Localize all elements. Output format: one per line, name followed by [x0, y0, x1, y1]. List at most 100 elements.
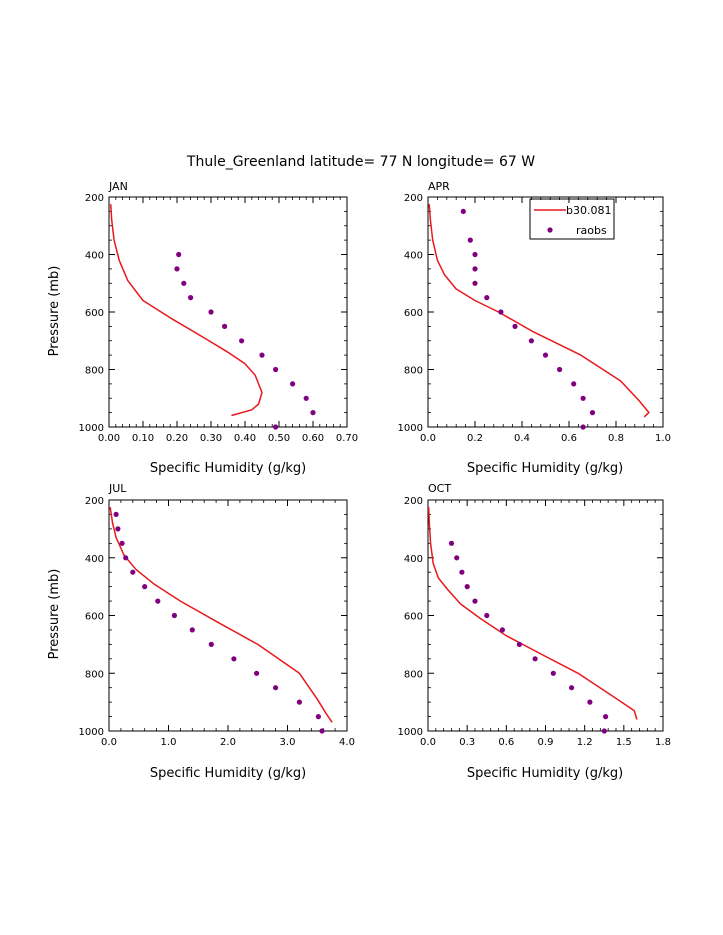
x-axis-label: Specific Humidity (g/kg): [150, 766, 306, 781]
obs-point: [273, 424, 279, 430]
y-tick-label: 200: [85, 193, 104, 204]
legend-dot-swatch: [547, 227, 553, 233]
obs-point: [142, 584, 148, 590]
y-tick-label: 600: [85, 308, 104, 319]
x-tick-label: 0.6: [561, 433, 577, 444]
plot-frame: [427, 499, 664, 732]
y-tick-label: 1000: [79, 727, 104, 738]
obs-point: [273, 366, 279, 373]
obs-point: [459, 569, 465, 575]
obs-point: [603, 714, 609, 720]
obs-point: [123, 555, 129, 561]
x-tick-label: 4.0: [339, 737, 355, 748]
obs-point: [571, 381, 577, 387]
x-tick-label: 0.2: [467, 433, 483, 444]
obs-point: [319, 728, 325, 734]
x-tick-label: 2.0: [220, 737, 236, 748]
x-tick-label: 0.00: [98, 433, 120, 444]
obs-point: [254, 670, 260, 676]
obs-point: [557, 366, 563, 373]
obs-point: [315, 714, 321, 720]
y-tick-label: 600: [85, 612, 104, 623]
y-tick-label: 1000: [79, 423, 104, 434]
x-tick-label: 0.0: [420, 737, 436, 748]
y-tick-label: 1000: [398, 727, 423, 738]
x-tick-label: 0.50: [268, 433, 290, 444]
x-tick-label: 0.60: [302, 433, 324, 444]
panel-jan: JAN Pressure (mb) Specific Humidity (g/k…: [47, 180, 358, 476]
x-tick-label: 0.40: [234, 433, 256, 444]
plot-frame: [108, 499, 348, 732]
obs-point: [181, 280, 187, 286]
x-axis-label: Specific Humidity (g/kg): [467, 766, 623, 781]
obs-point: [587, 699, 593, 705]
x-tick-label: 0.10: [132, 433, 154, 444]
obs-point: [589, 410, 596, 416]
obs-point: [310, 410, 316, 416]
obs-point: [171, 612, 177, 619]
obs-point: [113, 511, 119, 517]
y-axis-label: Pressure (mb): [47, 266, 62, 357]
obs-point: [532, 656, 538, 662]
x-tick-label: 0.8: [608, 433, 624, 444]
obs-point: [472, 251, 478, 258]
panel-title: JUL: [108, 482, 127, 495]
obs-point: [239, 338, 245, 344]
y-axis-label: Pressure (mb): [47, 569, 62, 660]
obs-point: [119, 540, 125, 546]
obs-point: [454, 555, 460, 561]
obs-point: [512, 323, 518, 329]
panel-oct: OCT Specific Humidity (g/kg) 0.0 0.3 0.6 0.…: [398, 482, 671, 781]
legend-model-label: b30.081: [566, 204, 611, 217]
x-tick-label: 1.8: [655, 737, 671, 748]
obs-point: [472, 280, 478, 286]
x-tick-label: 1.0: [655, 433, 671, 444]
x-tick-label: 1.2: [577, 737, 593, 748]
obs-point: [460, 208, 466, 214]
obs-point: [472, 598, 478, 604]
panel-apr: APR Specific Humidity (g/kg) b30.081 rao…: [398, 180, 671, 476]
obs-point: [499, 627, 505, 633]
plot-frame: [108, 196, 348, 428]
x-tick-label: 3.0: [280, 737, 296, 748]
obs-point: [569, 685, 575, 691]
y-tick-label: 200: [404, 193, 423, 204]
obs-point: [550, 670, 556, 676]
obs-point: [259, 352, 265, 358]
x-tick-label: 0.3: [459, 737, 475, 748]
obs-point: [174, 266, 180, 272]
obs-point: [155, 598, 161, 604]
x-tick-label: 1.5: [616, 737, 632, 748]
panel-title: APR: [428, 180, 450, 193]
obs-point: [208, 641, 214, 648]
y-tick-label: 800: [404, 366, 423, 377]
x-tick-label: 1.0: [161, 737, 177, 748]
y-tick-label: 1000: [398, 423, 423, 434]
obs-point: [290, 381, 296, 387]
series-line-b30.081: [427, 507, 638, 720]
obs-point: [580, 395, 586, 401]
series-line-b30.081: [109, 507, 333, 723]
obs-point: [580, 424, 586, 430]
figure-title: Thule_Greenland latitude= 77 N longitude…: [186, 154, 535, 170]
obs-point: [464, 584, 470, 590]
obs-point: [222, 323, 228, 329]
x-tick-label: 0.0: [420, 433, 436, 444]
obs-point: [296, 699, 302, 705]
x-tick-label: 0.6: [498, 737, 514, 748]
x-tick-label: 0.70: [336, 433, 358, 444]
obs-point: [472, 266, 478, 272]
obs-point: [516, 641, 523, 648]
obs-point: [130, 569, 136, 575]
y-tick-label: 400: [404, 554, 423, 565]
obs-point: [189, 627, 195, 633]
obs-point: [303, 395, 309, 401]
y-tick-label: 400: [404, 251, 423, 262]
series-line-b30.081: [109, 204, 263, 417]
panel-title: OCT: [428, 482, 451, 495]
x-axis-label: Specific Humidity (g/kg): [150, 461, 306, 476]
y-tick-label: 800: [85, 366, 104, 377]
y-tick-label: 200: [85, 496, 104, 507]
legend: b30.081 raobs: [529, 198, 615, 240]
